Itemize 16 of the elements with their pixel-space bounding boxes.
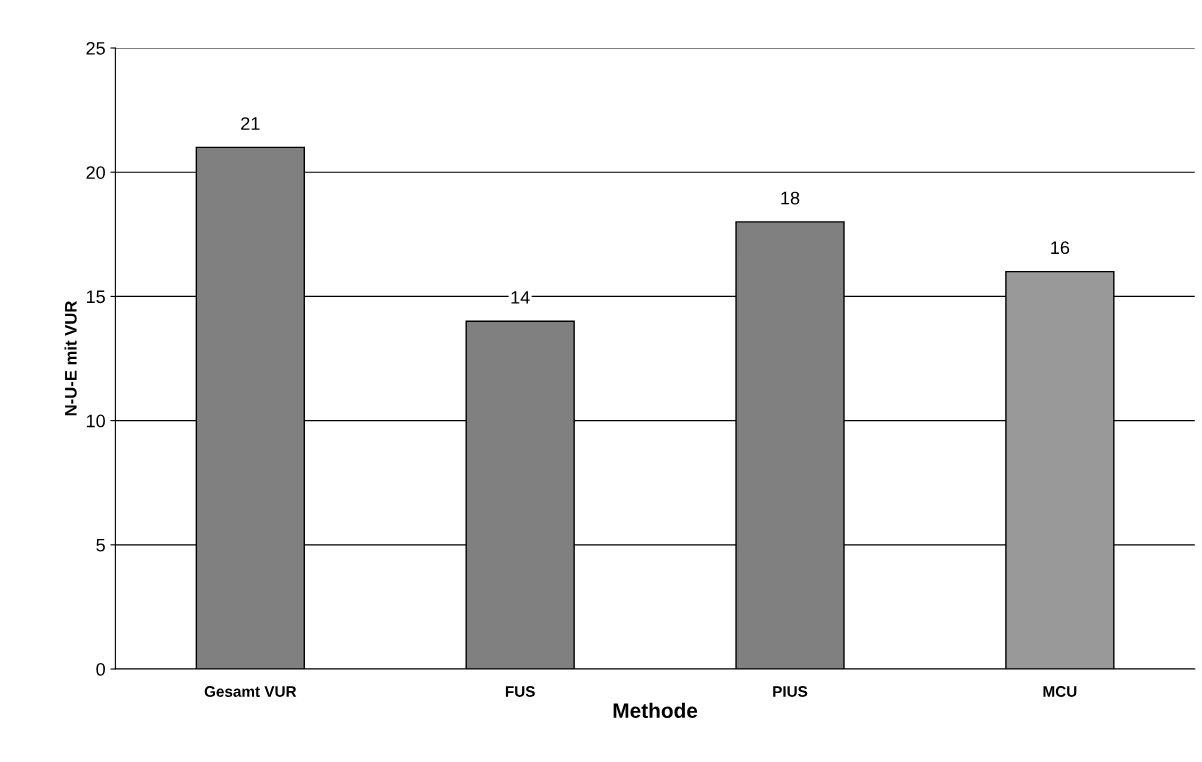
y-tick-label: 25	[86, 41, 105, 55]
y-axis-title: N-U-E mit VUR	[64, 300, 77, 416]
x-tick-label: FUS	[505, 686, 535, 697]
y-tick-label: 5	[96, 538, 105, 552]
y-tick-label: 10	[86, 414, 105, 428]
y-tick-label: 15	[86, 290, 105, 304]
x-tick-label: MCU	[1043, 686, 1077, 697]
y-tick-label: 0	[96, 662, 105, 676]
x-tick-label: PIUS	[773, 686, 808, 697]
x-axis-title: Methode	[613, 702, 698, 719]
data-label: 16	[1051, 241, 1070, 255]
x-tick-label: Gesamt VUR	[204, 686, 297, 697]
data-label: 18	[781, 191, 800, 205]
data-label: 21	[241, 117, 260, 130]
y-tick-label: 20	[86, 166, 105, 179]
data-label: 14	[511, 291, 530, 304]
